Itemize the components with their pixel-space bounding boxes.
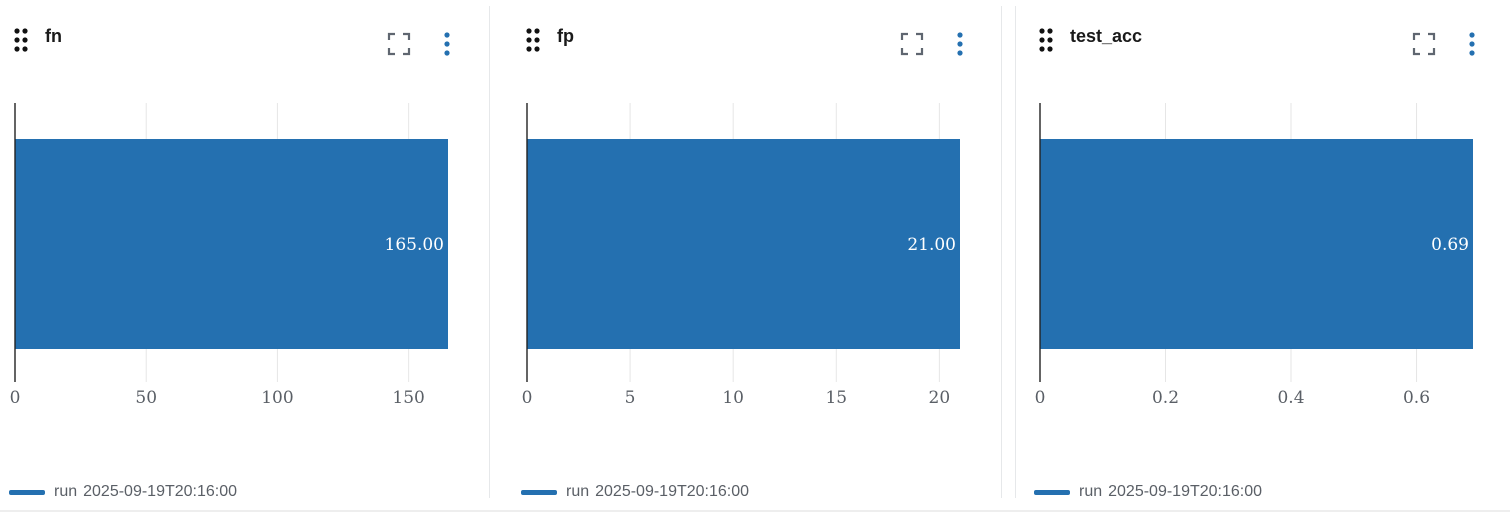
x-tick-label: 50 (135, 388, 157, 408)
bar (527, 139, 960, 349)
bar-chart: 165.00 0 50 100 150 (10, 103, 448, 408)
expand-icon[interactable] (1412, 32, 1436, 56)
bar-chart: 21.00 0 5 10 15 20 (522, 103, 960, 408)
legend-item[interactable]: run 2025-09-19T20:16:00 (9, 482, 237, 502)
drag-handle-icon[interactable] (526, 28, 540, 52)
legend-run-label: 2025-09-19T20:16:00 (1108, 483, 1263, 500)
legend-item[interactable]: run 2025-09-19T20:16:00 (521, 482, 749, 502)
x-tick-label: 0 (522, 388, 533, 408)
panel-divider (489, 6, 490, 498)
expand-icon[interactable] (387, 32, 411, 56)
bar-data-label: 0.69 (1431, 235, 1469, 255)
legend-swatch (521, 489, 557, 495)
more-vertical-icon[interactable] (441, 32, 453, 58)
drag-handle-icon[interactable] (14, 28, 28, 52)
panel-header: fp (512, 22, 1000, 62)
x-tick-label: 15 (825, 388, 847, 408)
bar (1040, 139, 1473, 349)
legend-swatch (1034, 489, 1070, 495)
legend-series-name: run (54, 483, 78, 500)
x-tick-label: 5 (625, 388, 636, 408)
legend-series-name: run (1079, 483, 1103, 500)
x-tick-label: 10 (722, 388, 744, 408)
x-tick-label: 100 (261, 388, 293, 408)
chart-panel-fp: fp 21.00 0 5 10 15 20 run 2025-09-19T20:16:00 (512, 0, 1000, 510)
chart-panel-fn: fn 165.00 0 50 100 150 run 2025-09-19T20:16:… (0, 0, 488, 510)
panel-title: test_acc (1070, 26, 1143, 46)
more-vertical-icon[interactable] (1466, 32, 1478, 58)
x-tick-label: 20 (929, 388, 951, 408)
chart-panel-test-acc: test_acc 0.69 0 0.2 0.4 0.6 run 2025-09-19T2… (1025, 0, 1510, 510)
drag-handle-icon[interactable] (1039, 28, 1053, 52)
x-tick-label: 0 (10, 388, 21, 408)
legend-swatch (9, 489, 45, 495)
legend-run-label: 2025-09-19T20:16:00 (83, 483, 238, 500)
x-tick-label: 0.4 (1277, 388, 1304, 408)
panel-title: fp (557, 26, 574, 46)
panel-header: fn (0, 22, 488, 62)
bar-data-label: 165.00 (385, 235, 444, 255)
legend-run-label: 2025-09-19T20:16:00 (595, 483, 750, 500)
legend-item[interactable]: run 2025-09-19T20:16:00 (1034, 482, 1262, 502)
x-tick-label: 0 (1035, 388, 1046, 408)
bar-chart: 0.69 0 0.2 0.4 0.6 (1035, 103, 1473, 408)
x-tick-label: 150 (392, 388, 424, 408)
more-vertical-icon[interactable] (954, 32, 966, 58)
bar-data-label: 21.00 (907, 235, 956, 255)
x-tick-label: 0.2 (1152, 388, 1179, 408)
panel-divider (1015, 6, 1016, 498)
expand-icon[interactable] (900, 32, 924, 56)
x-tick-label: 0.6 (1403, 388, 1430, 408)
bar (15, 139, 448, 349)
panel-divider (1001, 6, 1002, 498)
panel-header: test_acc (1025, 22, 1510, 62)
legend-series-name: run (566, 483, 590, 500)
bottom-rule (0, 510, 1510, 512)
panel-title: fn (45, 26, 62, 46)
